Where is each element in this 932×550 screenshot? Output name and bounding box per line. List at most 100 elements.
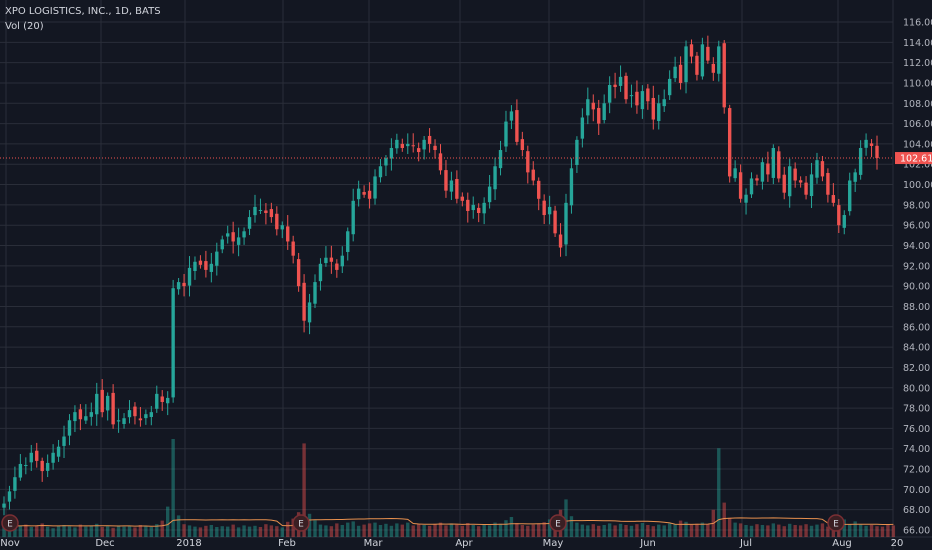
candle-body [253,206,257,216]
candle-body [809,174,814,197]
volume-bar [373,522,377,537]
candle-body [858,147,863,175]
volume-bar [597,525,601,537]
volume-bar [526,525,530,537]
y-tick-label: 88.00 [903,302,930,313]
candle-body [307,302,312,323]
candle-body [116,420,121,422]
volume-bar [886,524,890,537]
volume-bar [438,522,443,537]
candle-body [444,170,448,191]
earnings-marker[interactable]: E [827,514,845,532]
volume-bar [842,519,846,537]
volume-bar [520,525,525,537]
candle-body [498,150,503,169]
volume-bar [809,525,814,537]
candle-body [526,151,530,173]
volume-bar [777,524,781,537]
candle-body [406,143,410,147]
volume-bar [362,524,366,537]
candle-body [395,139,399,149]
candle-body [346,231,350,252]
volume-bar [788,523,792,537]
volume-bar [138,525,143,537]
candle-body [411,145,415,147]
volume-bar [389,525,394,537]
earnings-marker[interactable]: E [1,514,19,532]
candle-body [547,206,552,215]
volume-bar [269,525,274,537]
candle-body [793,168,797,181]
volume-bar [302,443,306,537]
candle-body [62,436,66,446]
y-tick-label: 84.00 [903,343,930,354]
candle-body [493,166,497,190]
candle-body [318,263,323,282]
candle-body [165,397,170,404]
volume-bar [749,525,754,537]
x-tick-label: Apr [455,538,473,549]
volume-bar [864,525,868,537]
volume-bar [122,526,126,537]
volume-bar [727,517,732,537]
volume-bar [891,525,896,537]
volume-bar [18,525,23,537]
volume-bar [640,523,645,537]
candle-body [848,180,852,212]
candle-body [706,46,710,61]
volume-bar [760,525,765,537]
volume-bar [193,526,197,537]
candle-body [24,464,28,466]
volume-bar [509,517,514,537]
volume-bar [351,521,355,537]
candle-body [427,135,432,144]
candle-body [56,446,61,457]
candle-body [193,261,197,272]
volume-bar [411,525,415,537]
y-tick-label: 100.00 [903,180,932,191]
volume-bar [236,527,241,537]
candle-body [416,148,421,153]
candle-body [7,491,12,502]
y-tick-label: 114.00 [903,38,932,49]
candle-body [226,233,230,237]
volume-bar [662,525,666,537]
candle-body [777,151,781,179]
candle-body [815,160,819,178]
earnings-marker[interactable]: E [549,514,567,532]
volume-bar [45,526,50,537]
candle-body [798,180,803,183]
last-price-box [895,152,932,165]
price-axis[interactable]: 66.00 68.00 70.00 72.00 74.00 76.00 78.00 80.00… [903,18,932,537]
candle-body [504,121,508,147]
candle-body [744,194,748,203]
candle-body [313,282,317,304]
volume-bar [482,524,486,537]
volume-bar [695,523,699,537]
y-tick-label: 94.00 [903,241,930,252]
candle-body [624,75,628,100]
candle-body [236,237,241,245]
candle-body [766,163,770,175]
volume-bar [569,516,574,537]
candle-body [531,169,535,181]
time-axis[interactable]: Nov Dec 2018 Feb Mar Apr May Jun Jul Aug 20 [0,538,903,549]
candle-body [673,66,677,79]
candle-body [73,412,77,422]
volume-bar [51,528,55,537]
earnings-marker-circle [1,514,19,532]
candle-body [138,418,143,421]
candle-body [384,158,388,166]
last-price-text: 102.61 [900,154,932,165]
x-tick-label: Feb [278,538,296,549]
candle-body [133,406,137,417]
candle-body [247,217,252,229]
volume-bar [782,526,786,537]
volume-bar [100,527,104,537]
earnings-marker[interactable]: E [292,514,310,532]
volume-bar [460,525,465,537]
volume-bar [804,524,808,537]
volume-bar [318,524,323,537]
candle-body [89,412,93,417]
